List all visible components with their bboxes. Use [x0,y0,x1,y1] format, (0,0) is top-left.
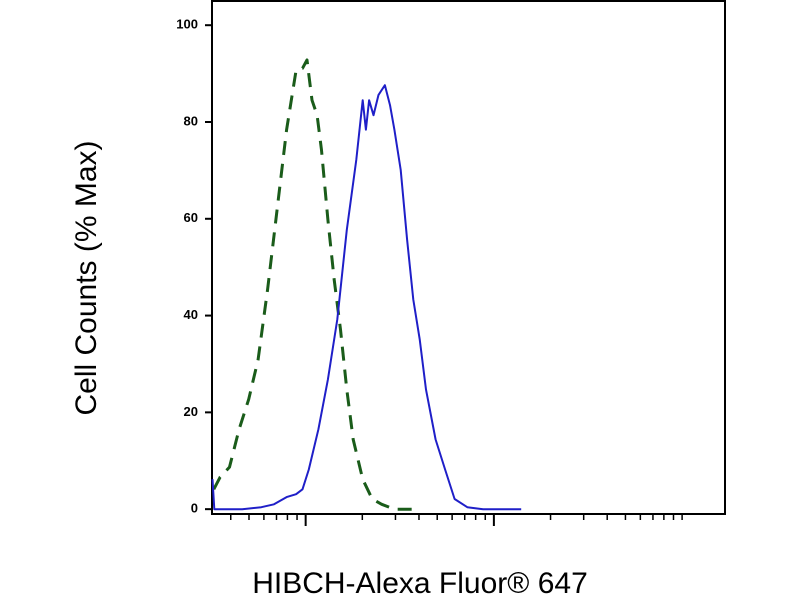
x-axis-label: HIBCH-Alexa Fluor® 647 [252,567,588,600]
histogram-line [211,84,522,511]
y-tick-label: 60 [184,210,198,225]
y-tick-label: 40 [184,307,198,322]
y-tick-label: 0 [191,501,198,516]
plot-frame [211,0,726,515]
histogram-line [212,58,414,511]
y-tick-label: 100 [176,17,198,32]
y-tick-label: 20 [184,404,198,419]
y-axis-label: Cell Counts (% Max) [70,140,103,415]
y-tick-label: 80 [184,113,198,128]
